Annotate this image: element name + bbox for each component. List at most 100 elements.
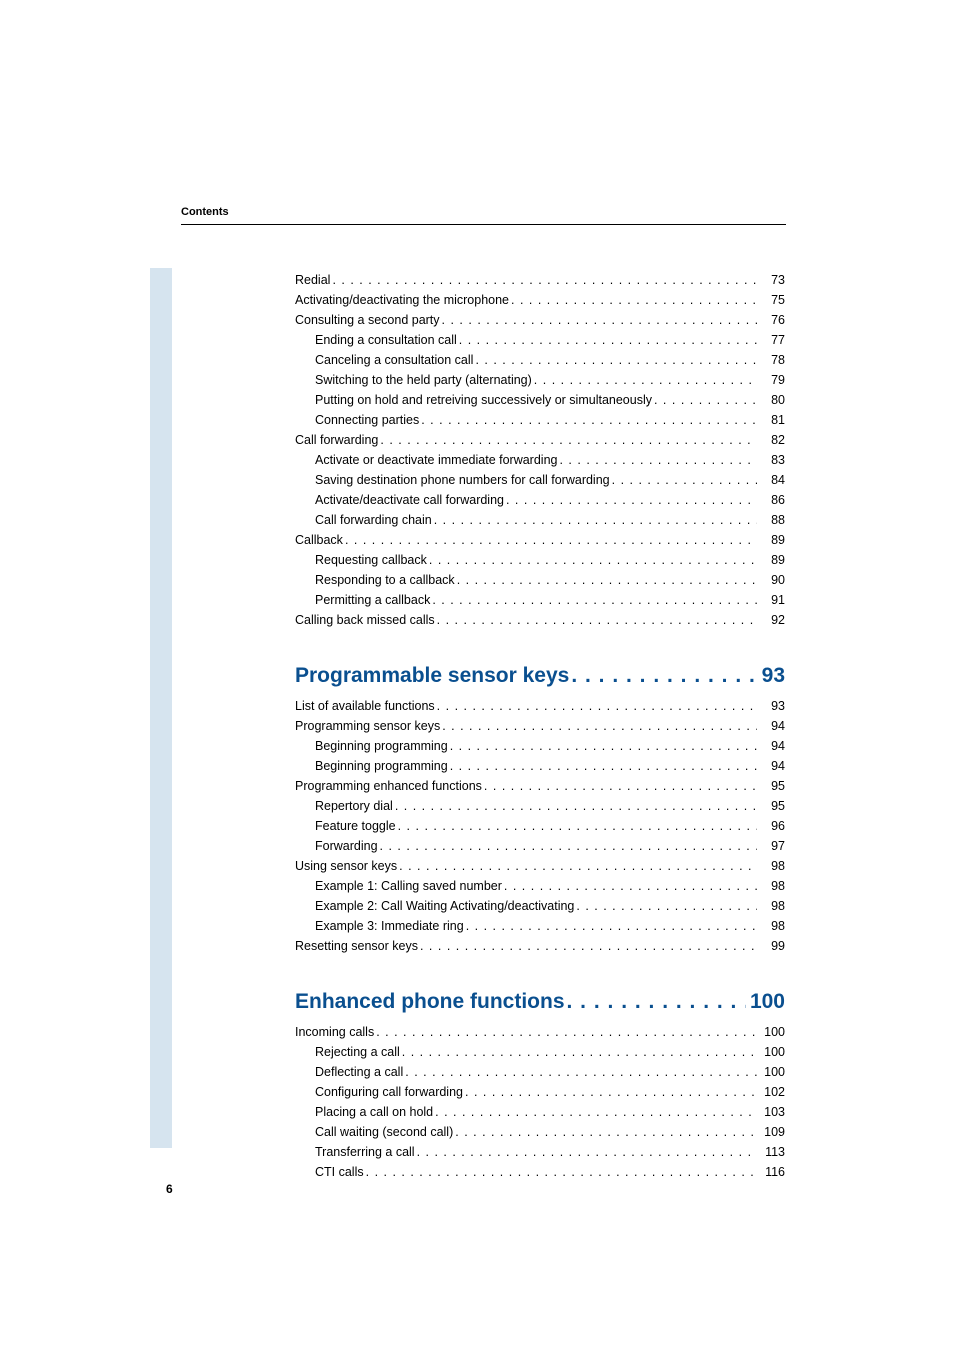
toc-entry[interactable]: List of available functions 93 <box>295 696 785 716</box>
toc-entry[interactable]: Activating/deactivating the microphone 7… <box>295 290 785 310</box>
toc-entry[interactable]: Callback 89 <box>295 530 785 550</box>
toc-entry[interactable]: Consulting a second party 76 <box>295 310 785 330</box>
toc-entry[interactable]: Saving destination phone numbers for cal… <box>295 470 785 490</box>
toc-entry[interactable]: Programming enhanced functions 95 <box>295 776 785 796</box>
toc-entry-label: Activating/deactivating the microphone <box>295 290 509 310</box>
toc-entry-page: 91 <box>757 590 785 610</box>
toc-entry[interactable]: Beginning programming 94 <box>295 756 785 776</box>
toc-entry-label: Permitting a callback <box>315 590 430 610</box>
toc-entry-page: 100 <box>757 1062 785 1082</box>
toc-entry-label: Incoming calls <box>295 1022 374 1042</box>
toc-entry-page: 103 <box>757 1102 785 1122</box>
toc-entry-page: 95 <box>757 776 785 796</box>
header-rule <box>181 224 786 225</box>
toc-entry[interactable]: Using sensor keys 98 <box>295 856 785 876</box>
leader-dots <box>393 796 757 816</box>
section-heading[interactable]: Programmable sensor keys93 <box>295 664 785 688</box>
leader-dots <box>435 696 757 716</box>
section-heading-label: Programmable sensor keys <box>295 664 569 688</box>
toc-entry[interactable]: Canceling a consultation call 78 <box>295 350 785 370</box>
leader-dots <box>455 570 757 590</box>
toc-entry[interactable]: Responding to a callback 90 <box>295 570 785 590</box>
toc-entry-page: 92 <box>757 610 785 630</box>
toc-entry[interactable]: Repertory dial95 <box>295 796 785 816</box>
toc-entry-page: 73 <box>757 270 785 290</box>
leader-dots <box>574 896 757 916</box>
toc-entry-page: 102 <box>757 1082 785 1102</box>
toc-entry-label: Transferring a call <box>315 1142 415 1162</box>
toc-entry-label: Placing a call on hold <box>315 1102 433 1122</box>
toc-entry[interactable]: CTI calls 116 <box>295 1162 785 1182</box>
toc-entry-label: Activate or deactivate immediate forward… <box>315 450 557 470</box>
toc-entry-page: 76 <box>757 310 785 330</box>
toc-entry[interactable]: Ending a consultation call77 <box>295 330 785 350</box>
toc-entry[interactable]: Example 2: Call Waiting Activating/deact… <box>295 896 785 916</box>
toc-entry[interactable]: Example 3: Immediate ring 98 <box>295 916 785 936</box>
toc-entry-label: Activate/deactivate call forwarding <box>315 490 504 510</box>
toc-entry-page: 94 <box>757 736 785 756</box>
toc-entry-page: 86 <box>757 490 785 510</box>
toc-entry[interactable]: Placing a call on hold 103 <box>295 1102 785 1122</box>
toc-entry-label: Beginning programming <box>315 736 448 756</box>
toc-entry[interactable]: Activate or deactivate immediate forward… <box>295 450 785 470</box>
toc-entry[interactable]: Putting on hold and retreiving successiv… <box>295 390 785 410</box>
toc-entry-label: Rejecting a call <box>315 1042 400 1062</box>
leader-dots <box>557 450 757 470</box>
leader-dots <box>419 410 757 430</box>
toc-entry[interactable]: Deflecting a call 100 <box>295 1062 785 1082</box>
toc-entry-label: Configuring call forwarding <box>315 1082 463 1102</box>
toc-entry[interactable]: Calling back missed calls92 <box>295 610 785 630</box>
toc-entry[interactable]: Incoming calls 100 <box>295 1022 785 1042</box>
leader-dots <box>453 1122 757 1142</box>
toc-entry-label: Callback <box>295 530 343 550</box>
leader-dots <box>343 530 757 550</box>
page-number: 6 <box>166 1182 173 1196</box>
toc-entry-page: 94 <box>757 716 785 736</box>
leader-dots <box>464 916 757 936</box>
leader-dots <box>418 936 757 956</box>
section-heading[interactable]: Enhanced phone functions100 <box>295 990 785 1014</box>
toc-entry[interactable]: Beginning programming 94 <box>295 736 785 756</box>
toc-entry-label: Programming enhanced functions <box>295 776 482 796</box>
toc-entry-page: 82 <box>757 430 785 450</box>
toc-entry[interactable]: Transferring a call113 <box>295 1142 785 1162</box>
toc-entry-page: 98 <box>757 896 785 916</box>
toc-entry[interactable]: Feature toggle 96 <box>295 816 785 836</box>
toc-entry[interactable]: Connecting parties81 <box>295 410 785 430</box>
leader-dots <box>440 716 757 736</box>
toc-entry[interactable]: Configuring call forwarding 102 <box>295 1082 785 1102</box>
toc-entry[interactable]: Example 1: Calling saved number 98 <box>295 876 785 896</box>
toc-entry-label: Responding to a callback <box>315 570 455 590</box>
toc-entry-label: List of available functions <box>295 696 435 716</box>
toc-entry[interactable]: Call forwarding chain 88 <box>295 510 785 530</box>
toc-entry-label: Saving destination phone numbers for cal… <box>315 470 610 490</box>
leader-dots <box>610 470 757 490</box>
toc-entry[interactable]: Programming sensor keys 94 <box>295 716 785 736</box>
toc-entry-label: Feature toggle <box>315 816 396 836</box>
toc-entry[interactable]: Rejecting a call100 <box>295 1042 785 1062</box>
toc-entry-page: 77 <box>757 330 785 350</box>
leader-dots <box>374 1022 757 1042</box>
toc-entry[interactable]: Permitting a callback 91 <box>295 590 785 610</box>
toc-entry-page: 109 <box>757 1122 785 1142</box>
toc-entry-page: 99 <box>757 936 785 956</box>
toc-entry-label: Forwarding <box>315 836 378 856</box>
toc-entry[interactable]: Switching to the held party (alternating… <box>295 370 785 390</box>
toc-entry[interactable]: Activate/deactivate call forwarding 86 <box>295 490 785 510</box>
toc-entry-page: 95 <box>757 796 785 816</box>
toc-entry[interactable]: Requesting callback 89 <box>295 550 785 570</box>
leader-dots <box>509 290 757 310</box>
toc-entry-page: 98 <box>757 856 785 876</box>
leader-dots <box>396 816 757 836</box>
toc-entry-label: Resetting sensor keys <box>295 936 418 956</box>
toc-entry-page: 75 <box>757 290 785 310</box>
toc-entry[interactable]: Redial73 <box>295 270 785 290</box>
toc-entry-label: Beginning programming <box>315 756 448 776</box>
toc-entry[interactable]: Forwarding97 <box>295 836 785 856</box>
toc-entry[interactable]: Call waiting (second call) 109 <box>295 1122 785 1142</box>
toc-entry[interactable]: Resetting sensor keys 99 <box>295 936 785 956</box>
toc-entry-page: 79 <box>757 370 785 390</box>
leader-dots <box>448 756 757 776</box>
toc-entry[interactable]: Call forwarding82 <box>295 430 785 450</box>
toc-entry-label: Programming sensor keys <box>295 716 440 736</box>
